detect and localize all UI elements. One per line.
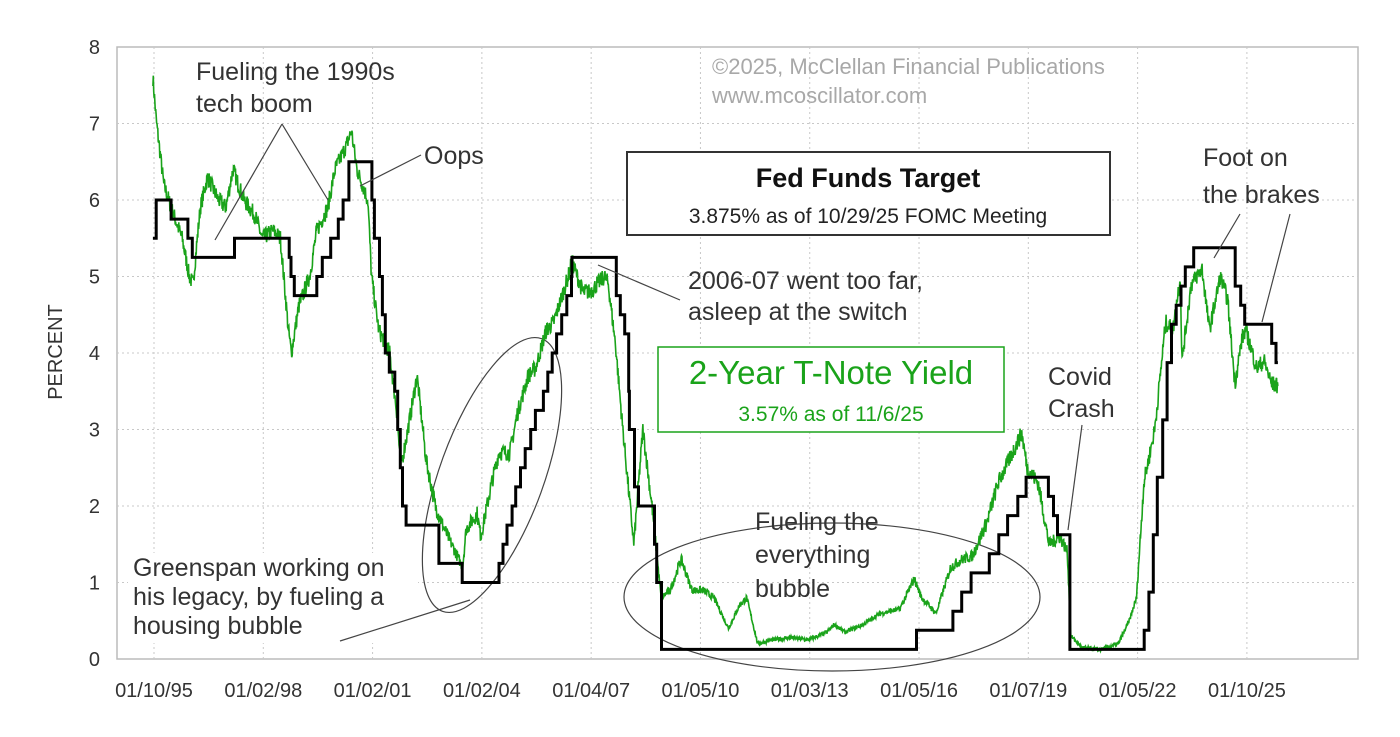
annotation-oops: Oops (359, 142, 484, 187)
annotation-text: his legacy, by fueling a (133, 583, 384, 611)
annotation-text: housing bubble (133, 612, 303, 640)
annotation-leader (339, 599, 471, 642)
x-tick-label: 01/10/25 (1208, 680, 1286, 702)
y-tick-label: 4 (89, 343, 100, 365)
annotation-text: Fueling the 1990s (196, 58, 395, 86)
y-tick-label: 6 (89, 190, 100, 212)
annotation-text: Foot on (1203, 144, 1288, 172)
yield-legend-title: 2-Year T-Note Yield (689, 354, 973, 391)
annotation-text: tech boom (196, 90, 313, 118)
annotation-leader (214, 123, 329, 241)
yield-legend-box (657, 346, 1005, 433)
x-tick-label: 01/10/95 (115, 680, 193, 702)
y-axis-label: PERCENT (45, 304, 67, 400)
website-text: www.mcoscillator.com (711, 83, 927, 108)
x-axis-ticks: 01/10/95 01/02/98 01/02/01 01/02/04 01/04/07… (115, 680, 1286, 702)
yield-series-line (152, 75, 1279, 654)
y-tick-label: 7 (89, 114, 100, 136)
annotation-text: Greenspan working on (133, 554, 385, 582)
annotation-background (128, 553, 418, 643)
annotation-leader (1067, 424, 1083, 531)
x-tick-label: 01/05/10 (662, 680, 740, 702)
annotation-text: bubble (755, 575, 830, 603)
annotation-leader (359, 154, 422, 187)
everything-bubble-ellipse (623, 522, 1041, 672)
annotation-too-far: 2006-07 went too far, asleep at the swit… (597, 264, 923, 326)
annotation-text: 2006-07 went too far, (688, 267, 923, 295)
annotation-text: Crash (1048, 395, 1115, 423)
annotation-text: everything (755, 541, 870, 569)
annotation-text: Covid (1048, 363, 1112, 391)
annotation-greenspan: Greenspan working on his legacy, by fuel… (128, 553, 471, 643)
y-tick-label: 1 (89, 573, 100, 595)
yield-legend-subtitle: 3.57% as of 11/6/25 (738, 403, 923, 426)
fed-funds-series-line (152, 160, 1278, 651)
series-layer (152, 75, 1279, 654)
annotation-brakes: Foot on the brakes (1203, 144, 1320, 323)
x-tick-label: 01/07/19 (989, 680, 1067, 702)
annotation-text: the brakes (1203, 181, 1320, 209)
y-tick-label: 5 (89, 267, 100, 289)
y-tick-label: 3 (89, 420, 100, 442)
annotation-everything: Fueling the everything bubble (755, 508, 879, 603)
x-tick-label: 01/05/16 (880, 680, 958, 702)
annotation-covid: Covid Crash (1048, 363, 1115, 531)
x-tick-label: 01/02/01 (334, 680, 412, 702)
housing-bubble-ellipse (421, 336, 563, 614)
y-tick-label: 2 (89, 496, 100, 518)
y-tick-label: 8 (89, 37, 100, 59)
x-tick-label: 01/05/22 (1099, 680, 1177, 702)
x-tick-label: 01/02/98 (224, 680, 302, 702)
annotation-leader (597, 264, 681, 301)
annotation-text: Oops (424, 142, 484, 170)
annotation-text: Fueling the (755, 508, 879, 536)
annotation-tech-boom: Fueling the 1990s tech boom (196, 58, 395, 241)
x-tick-label: 01/04/07 (552, 680, 630, 702)
fed-funds-legend-title: Fed Funds Target (756, 163, 981, 193)
fed-funds-legend-subtitle: 3.875% as of 10/29/25 FOMC Meeting (689, 205, 1047, 228)
x-tick-label: 01/03/13 (771, 680, 849, 702)
annotation-leader (1213, 213, 1291, 323)
y-axis-ticks: 0 1 2 3 4 5 6 7 8 (89, 37, 100, 671)
annotation-text: asleep at the switch (688, 298, 908, 326)
fed-funds-legend-box (626, 151, 1111, 236)
x-tick-label: 01/02/04 (443, 680, 521, 702)
copyright-text: ©2025, McClellan Financial Publications (712, 54, 1105, 79)
y-tick-label: 0 (89, 649, 100, 671)
